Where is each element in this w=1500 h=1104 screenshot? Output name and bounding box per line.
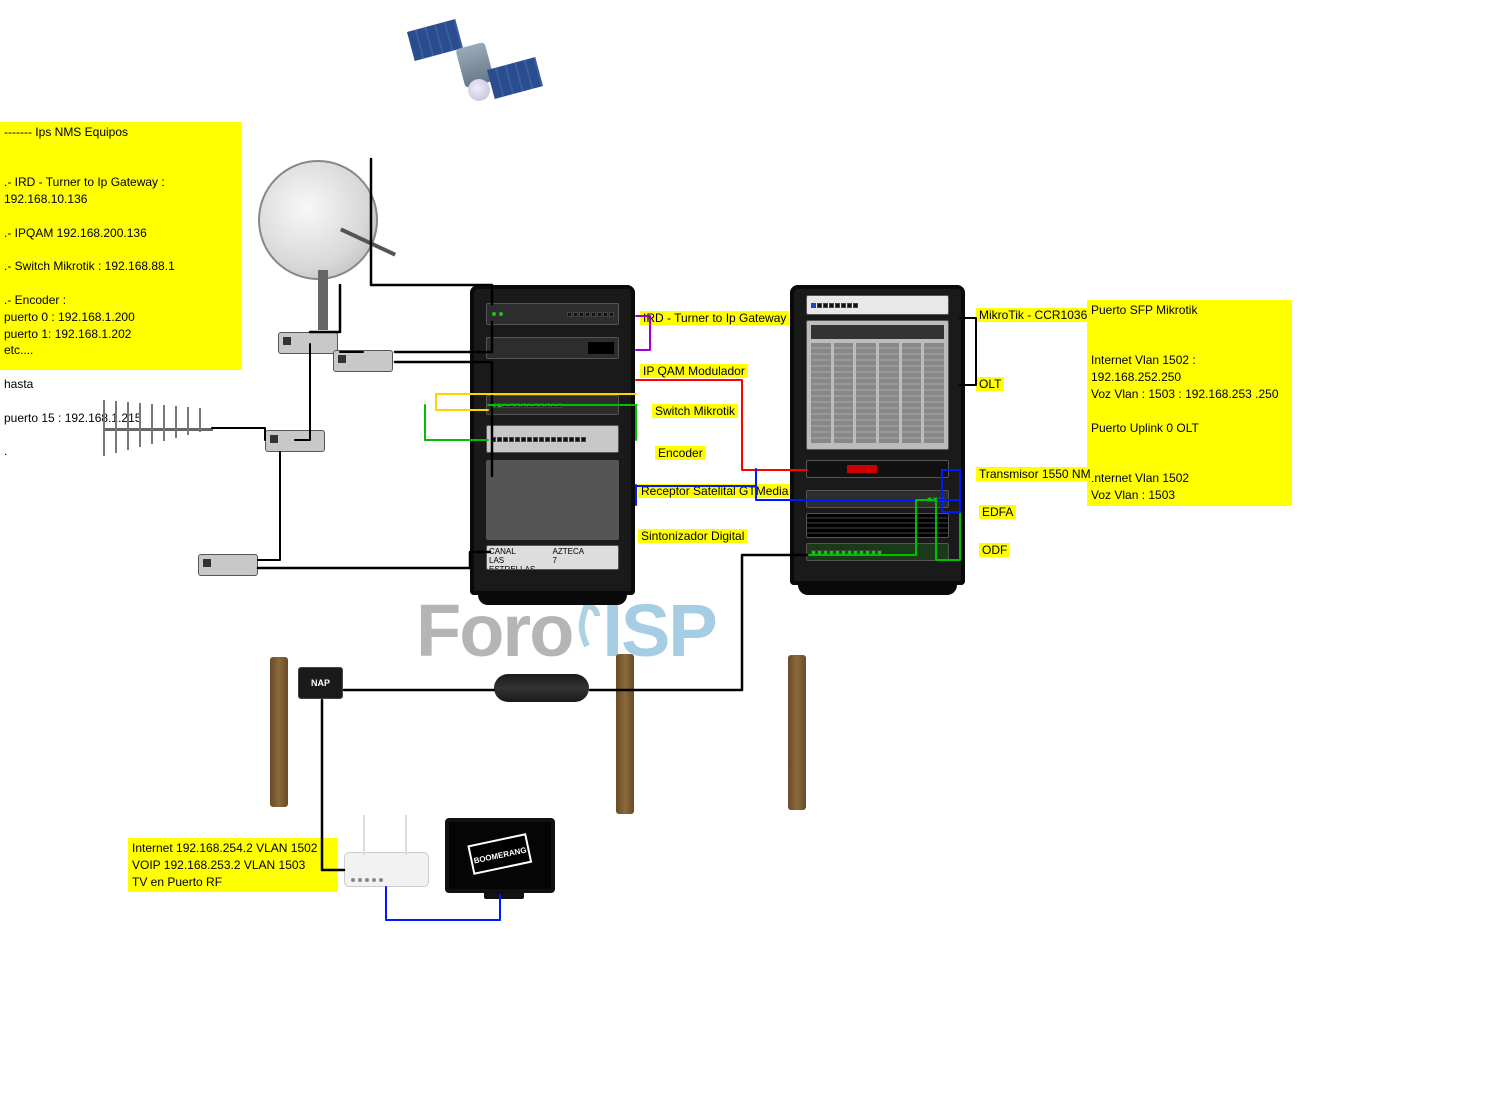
unit-encoder: [486, 425, 619, 453]
tv-monitor: BOOMERANG: [445, 818, 555, 893]
unit-tx1550: [806, 460, 949, 478]
label-ird: IRD - Turner to Ip Gateway: [640, 311, 789, 325]
nap-box: NAP: [298, 667, 343, 699]
unit-receptor: [486, 460, 619, 540]
unit-olt: [806, 320, 949, 450]
label-receptor: Receptor Satelital GTMedia: [638, 484, 791, 498]
pole-3: [788, 655, 806, 810]
fiber-closure: [494, 674, 589, 702]
splitter-4: [198, 554, 258, 576]
pole-1: [270, 657, 288, 807]
unit-edfa: [806, 490, 949, 508]
unit-mikrotik: [806, 295, 949, 315]
label-switch: Switch Mikrotik: [652, 404, 738, 418]
splitter-1: [278, 332, 338, 354]
label-edfa: EDFA: [979, 505, 1016, 519]
label-tx: Transmisor 1550 NM: [976, 467, 1094, 481]
rack-transport: [790, 285, 965, 585]
ont-router: [344, 852, 429, 887]
satellite-icon: [410, 15, 540, 115]
note-nms: ------- Ips NMS Equipos .- IRD - Turner …: [0, 122, 242, 370]
note-sfp: Puerto SFP Mikrotik Internet Vlan 1502 :…: [1087, 300, 1292, 506]
label-olt: OLT: [976, 377, 1004, 391]
label-mikrotik: MikroTik - CCR1036: [976, 308, 1090, 322]
unit-odf: [806, 543, 949, 561]
rack-headend: CANALAZTECA LAS ESTRELLAS7: [470, 285, 635, 595]
unit-tuner: CANALAZTECA LAS ESTRELLAS7: [486, 545, 619, 570]
tv-antenna: [103, 390, 213, 470]
label-ipqam: IP QAM Modulador: [640, 364, 748, 378]
label-encoder: Encoder: [655, 446, 706, 460]
note-client: Internet 192.168.254.2 VLAN 1502 VOIP 19…: [128, 838, 338, 892]
tv-channel-logo: BOOMERANG: [462, 829, 537, 881]
unit-vent: [806, 513, 949, 538]
splitter-2: [333, 350, 393, 372]
splitter-3: [265, 430, 325, 452]
label-tuner: Sintonizador Digital: [638, 529, 747, 543]
label-odf: ODF: [979, 543, 1010, 557]
unit-ird: [486, 303, 619, 325]
pole-2: [616, 654, 634, 814]
unit-ipqam: [486, 337, 619, 359]
nap-label: NAP: [311, 678, 330, 688]
unit-switch: [486, 395, 619, 415]
